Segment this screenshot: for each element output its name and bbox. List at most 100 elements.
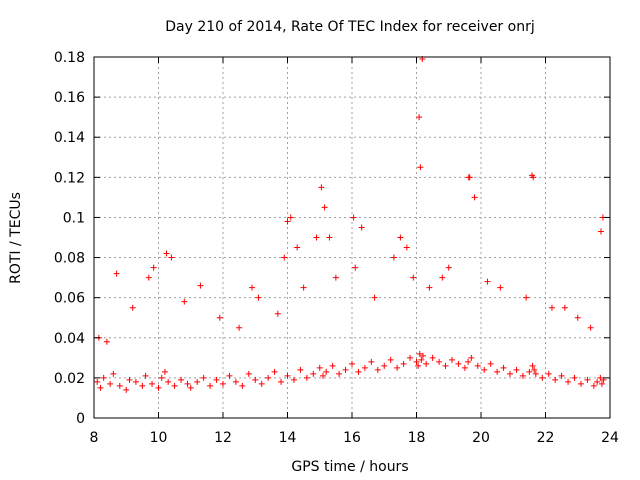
data-point [123,386,130,393]
data-point [419,352,426,359]
x-tick-labels: 8 10 12 14 16 18 20 22 24 [90,430,619,446]
data-point [565,378,572,385]
y-tick-label: 0.12 [54,170,85,186]
data-point [413,358,420,365]
data-point [226,372,233,379]
data-point [455,360,462,367]
y-tick-label: 0 [76,411,85,427]
data-point [349,360,355,367]
data-point [284,372,291,379]
data-point [155,384,162,391]
data-point [532,370,539,377]
data-point [290,376,297,383]
y-tick-labels: 0 0.02 0.04 0.06 0.08 0.1 0.12 0.14 0.16 0.18 [54,50,85,427]
data-point [381,362,388,369]
data-point [187,384,194,391]
data-point [278,378,285,385]
data-point [284,218,291,225]
data-point [374,366,381,373]
data-point [415,362,422,369]
data-point [107,380,114,387]
data-point [323,368,330,375]
data-point [97,384,104,391]
y-tick-label: 0.08 [54,251,85,267]
data-point [561,304,568,311]
data-point [232,378,239,385]
data-point [220,380,226,387]
data-point [303,374,310,381]
data-point [461,364,468,371]
data-point [252,376,259,383]
data-point [258,380,265,387]
data-point [271,368,278,375]
data-point [163,250,170,257]
data-point [529,362,536,369]
y-tick-label: 0.18 [54,50,85,66]
data-point [426,284,433,291]
data-point [528,172,535,179]
data-point [336,370,343,377]
data-point [465,174,472,181]
data-point [200,374,207,381]
data-point [500,364,507,371]
data-point [394,364,401,371]
data-point [416,114,423,121]
data-point [126,376,133,383]
data-point [545,370,552,377]
data-point [319,372,326,379]
data-point [519,372,526,379]
data-point [429,354,436,361]
data-point [245,370,252,377]
data-point [158,374,165,381]
data-point [149,380,156,387]
data-point [513,366,520,373]
data-point [113,270,120,277]
data-point [310,370,317,377]
data-point [368,358,375,365]
data-point [116,382,123,389]
x-tick-label: 12 [214,430,232,446]
data-point [332,274,339,281]
chart-title: Day 210 of 2014, Rate Of TEC Index for r… [165,19,534,35]
x-tick-label: 18 [408,430,426,446]
x-tick-label: 16 [343,430,361,446]
data-point [145,274,152,281]
data-point [313,234,320,241]
y-tick-label: 0.1 [63,210,85,226]
data-point [442,362,449,369]
data-point [150,264,157,271]
data-point [216,314,223,321]
data-point [165,378,172,385]
data-point [329,362,336,369]
data-point [526,368,533,375]
data-point [445,264,452,271]
data-point [294,244,301,251]
data-point [194,378,201,385]
data-point [387,356,394,363]
y-tick-label: 0.16 [54,90,85,106]
data-point [487,360,494,367]
data-point [548,304,555,311]
data-point [178,376,185,383]
data-point [574,314,581,321]
data-point [249,284,256,291]
data-point [94,378,101,385]
data-point [139,382,146,389]
data-point [390,254,397,261]
y-tick-label: 0.14 [54,130,85,146]
data-point [481,366,488,373]
data-point [468,354,475,361]
data-point [523,294,530,301]
data-point [316,364,323,371]
data-point [318,184,325,191]
data-point [531,366,538,373]
data-point [321,204,328,211]
data-point [436,358,443,365]
data-point [600,376,607,383]
data-point [274,310,281,317]
axis-ticks [93,56,611,419]
x-tick-label: 24 [601,430,619,446]
data-point [207,382,214,389]
data-point [417,164,424,171]
